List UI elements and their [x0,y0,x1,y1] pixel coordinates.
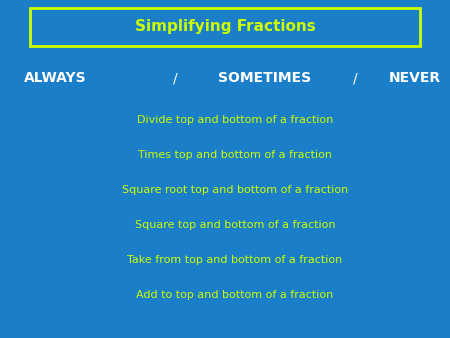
Text: ALWAYS: ALWAYS [24,71,86,85]
FancyBboxPatch shape [30,8,420,46]
Text: /: / [173,71,177,85]
Text: Divide top and bottom of a fraction: Divide top and bottom of a fraction [137,115,333,125]
Text: Take from top and bottom of a fraction: Take from top and bottom of a fraction [127,255,342,265]
Text: NEVER: NEVER [389,71,441,85]
Text: /: / [353,71,357,85]
Text: Add to top and bottom of a fraction: Add to top and bottom of a fraction [136,290,333,300]
Text: Square root top and bottom of a fraction: Square root top and bottom of a fraction [122,185,348,195]
Text: Times top and bottom of a fraction: Times top and bottom of a fraction [138,150,332,160]
Text: Square top and bottom of a fraction: Square top and bottom of a fraction [135,220,335,230]
Text: Simplifying Fractions: Simplifying Fractions [135,20,315,34]
Text: SOMETIMES: SOMETIMES [218,71,311,85]
